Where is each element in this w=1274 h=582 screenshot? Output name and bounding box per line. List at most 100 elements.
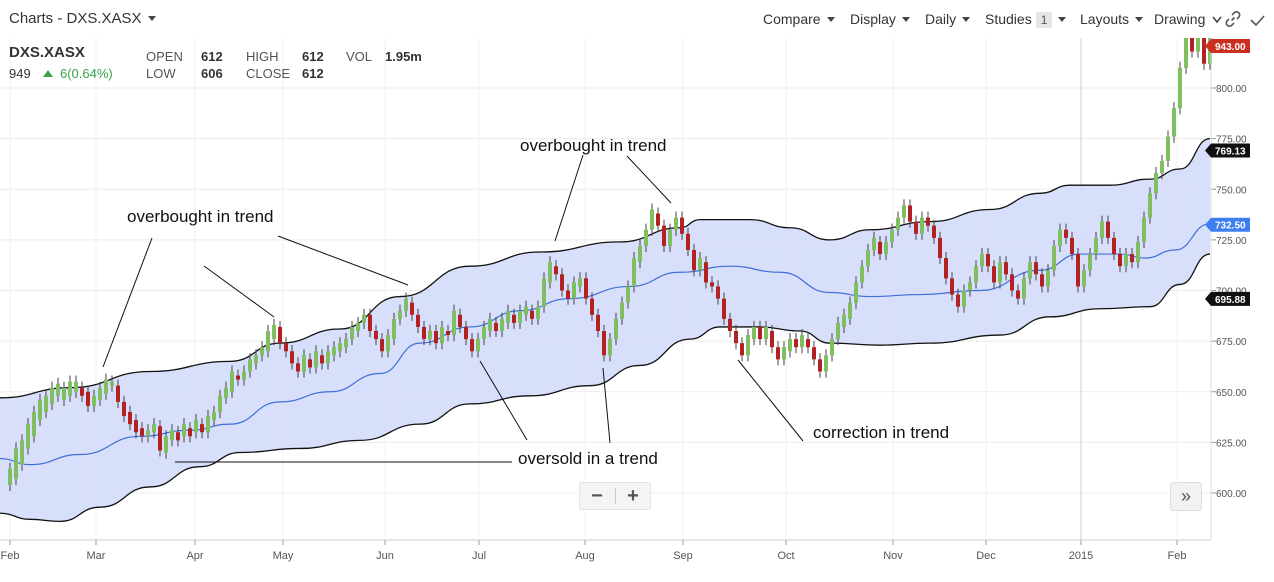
studies-count-badge: 1 [1035, 12, 1053, 28]
candle-body [854, 282, 858, 303]
candle-body [962, 290, 966, 307]
zoom-out-button[interactable]: − [591, 485, 603, 507]
annotation-label: correction in trend [813, 423, 949, 442]
candle-body [74, 381, 78, 392]
annotation-line [626, 155, 672, 204]
candle-body [1196, 38, 1200, 52]
candle-body [122, 401, 126, 417]
x-tick-label: Mar [87, 550, 106, 562]
candle-body [386, 335, 390, 352]
candle-body [866, 250, 870, 267]
candle-body [926, 217, 930, 226]
zoom-in-button[interactable]: + [627, 485, 639, 507]
candle-body [632, 258, 636, 287]
x-tick-label: Dec [976, 550, 996, 562]
candle-body [794, 339, 798, 348]
chevron-down-icon [962, 16, 971, 22]
candle-body [662, 225, 666, 246]
candle-body [302, 355, 306, 372]
candle-body [1124, 254, 1128, 267]
candle-body [158, 426, 162, 451]
candle-body [152, 424, 156, 433]
candle-body [326, 351, 330, 364]
candle-body [890, 229, 894, 242]
candle-body [1178, 67, 1182, 109]
candle-body [536, 306, 540, 319]
candle-body [584, 278, 588, 299]
candle-body [920, 217, 924, 234]
candle-body [542, 278, 546, 307]
candle-body [512, 314, 516, 323]
candle-body [1094, 237, 1098, 255]
candle-body [776, 347, 780, 360]
high-value: 612 [302, 49, 324, 64]
candle-body [1052, 245, 1056, 271]
candle-body [128, 412, 132, 425]
candle-body [416, 314, 420, 327]
candle-body [494, 322, 498, 331]
candle-body [734, 331, 738, 344]
candle-body [278, 326, 282, 344]
layouts-menu[interactable]: Layouts [1080, 11, 1144, 27]
low-value: 606 [201, 66, 223, 81]
candle-body [752, 326, 756, 340]
annotation-line [554, 154, 584, 242]
candle-body [650, 209, 654, 230]
candle-body [290, 351, 294, 364]
candle-body [1034, 262, 1038, 275]
candle-body [428, 331, 432, 340]
studies-menu[interactable]: Studies 1 [985, 11, 1067, 28]
candle-body [524, 306, 528, 315]
candle-body [320, 355, 324, 364]
candle-body [92, 395, 96, 406]
candle-body [530, 310, 534, 319]
periodicity-menu[interactable]: Daily [925, 11, 971, 27]
layouts-label: Layouts [1080, 11, 1130, 27]
candle-body [716, 286, 720, 299]
candle-body [368, 314, 372, 331]
price-tag-shape [1205, 143, 1250, 158]
candle-body [1184, 38, 1188, 68]
candle-body [902, 205, 906, 218]
y-tick-label: 600.00 [1216, 489, 1247, 500]
candle-body [56, 383, 60, 396]
candle-body [836, 322, 840, 340]
chart-title-menu[interactable]: Charts - DXS.XASX [9, 10, 156, 27]
chevron-down-icon [826, 16, 835, 22]
candle-body [842, 314, 846, 327]
chevron-down-icon [901, 16, 910, 22]
link-icon[interactable] [1224, 10, 1242, 28]
candle-body [314, 351, 318, 368]
candle-body [176, 432, 180, 441]
candle-body [1076, 254, 1080, 287]
drawing-menu[interactable]: Drawing [1154, 11, 1222, 27]
up-arrow-icon [43, 70, 53, 77]
candle-body [236, 375, 240, 380]
candle-body [596, 314, 600, 331]
y-tick-label: 625.00 [1216, 438, 1247, 449]
candle-body [860, 266, 864, 283]
candle-body [782, 347, 786, 360]
more-options-icon[interactable] [1250, 11, 1266, 27]
zoom-divider [615, 488, 616, 504]
candle-body [140, 428, 144, 437]
candle-body [1046, 270, 1050, 287]
candle-body [572, 282, 576, 299]
candle-body [218, 395, 222, 412]
candle-body [182, 424, 186, 437]
candle-body [548, 262, 552, 283]
candle-body [560, 274, 564, 291]
candle-body [380, 339, 384, 352]
chart-title: Charts - DXS.XASX [9, 10, 142, 27]
scroll-to-end-button[interactable]: » [1170, 482, 1202, 511]
candle-body [254, 355, 258, 364]
compare-menu[interactable]: Compare [763, 11, 835, 27]
zoom-controls: − + [579, 482, 651, 510]
display-menu[interactable]: Display [850, 11, 910, 27]
candle-body [1112, 237, 1116, 255]
annotation-label: overbought in trend [127, 207, 274, 226]
candle-body [656, 213, 660, 226]
x-tick-label: Feb [1, 550, 20, 562]
annotation-line [203, 265, 275, 318]
candle-body [554, 266, 558, 275]
